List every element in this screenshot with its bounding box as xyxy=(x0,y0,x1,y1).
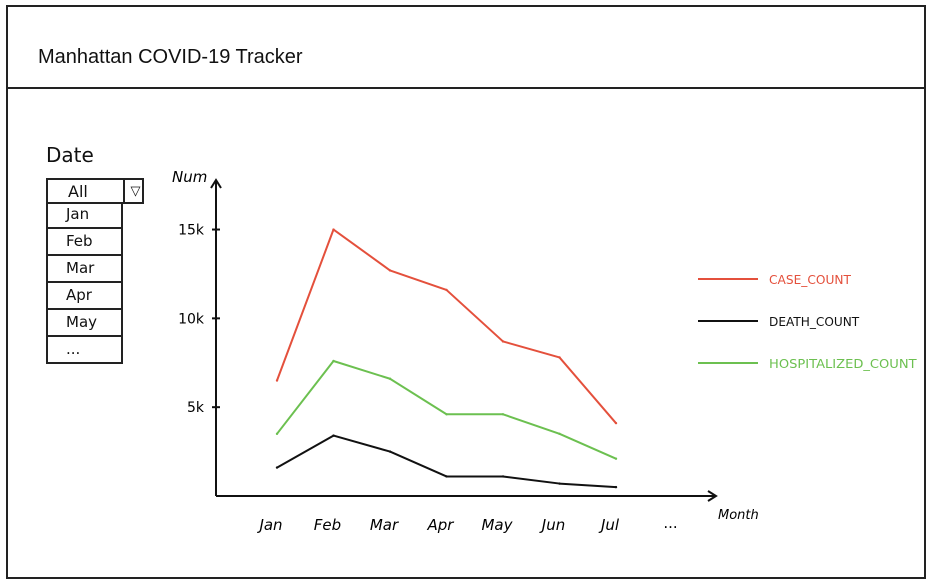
app-header: Manhattan COVID-19 Tracker xyxy=(8,7,924,89)
date-dropdown-selected: All xyxy=(68,182,88,201)
dropdown-option-mar[interactable]: Mar xyxy=(46,256,123,283)
data-point xyxy=(558,432,561,436)
series-line xyxy=(276,228,617,424)
dropdown-option-jan[interactable]: Jan xyxy=(46,202,123,229)
y-axis-label: Num xyxy=(172,168,207,186)
data-point xyxy=(332,359,335,363)
data-point xyxy=(501,340,505,343)
app-window: Manhattan COVID-19 Tracker xyxy=(6,5,926,579)
x-tick-label-more: ... xyxy=(663,514,677,532)
legend-label: DEATH_COUNT xyxy=(769,315,860,329)
x-tick-label: Mar xyxy=(370,516,399,534)
series-line xyxy=(276,359,617,460)
y-tick-label: 15k xyxy=(178,223,205,239)
dropdown-option-feb[interactable]: Feb xyxy=(46,229,123,256)
data-point xyxy=(275,379,279,382)
legend-label: CASE_COUNT xyxy=(769,273,852,287)
date-dropdown-options: Jan Feb Mar Apr May ... xyxy=(46,202,123,364)
data-point xyxy=(445,288,448,292)
data-point xyxy=(614,485,618,489)
chevron-down-icon[interactable]: ▽ xyxy=(123,180,146,202)
data-point xyxy=(332,228,335,231)
y-axis-arrow xyxy=(210,178,222,189)
data-point xyxy=(332,434,335,437)
dropdown-option-more[interactable]: ... xyxy=(46,337,123,364)
data-point xyxy=(614,457,618,460)
data-point xyxy=(388,450,392,453)
date-filter-label: Date xyxy=(46,143,94,167)
data-point xyxy=(275,432,279,436)
x-axis-arrow xyxy=(707,490,718,502)
data-point xyxy=(445,475,448,478)
data-point xyxy=(388,269,392,272)
data-point xyxy=(614,421,618,425)
x-tick-label: Feb xyxy=(314,516,341,534)
x-tick-label: May xyxy=(481,516,513,534)
dropdown-option-apr[interactable]: Apr xyxy=(46,283,123,310)
x-tick-label: Apr xyxy=(427,516,455,534)
x-tick-label: Jun xyxy=(539,516,565,534)
x-tick-label: Jul xyxy=(598,516,620,534)
data-point xyxy=(388,377,392,380)
y-tick-label: 10k xyxy=(178,311,205,327)
legend-label: HOSPITALIZED_COUNT xyxy=(769,357,917,371)
x-axis-label: Month xyxy=(718,508,759,523)
x-tick-label: Jan xyxy=(256,516,282,534)
data-point xyxy=(501,413,505,416)
date-dropdown-toggle[interactable]: All ▽ xyxy=(46,178,144,204)
data-point xyxy=(558,482,561,485)
data-point xyxy=(558,356,561,359)
data-point xyxy=(501,475,505,478)
dropdown-option-may[interactable]: May xyxy=(46,310,123,337)
data-point xyxy=(445,413,448,416)
series-line xyxy=(276,434,617,489)
y-tick-label: 5k xyxy=(187,400,205,416)
data-point xyxy=(275,466,279,469)
page-title: Manhattan COVID-19 Tracker xyxy=(38,46,303,68)
